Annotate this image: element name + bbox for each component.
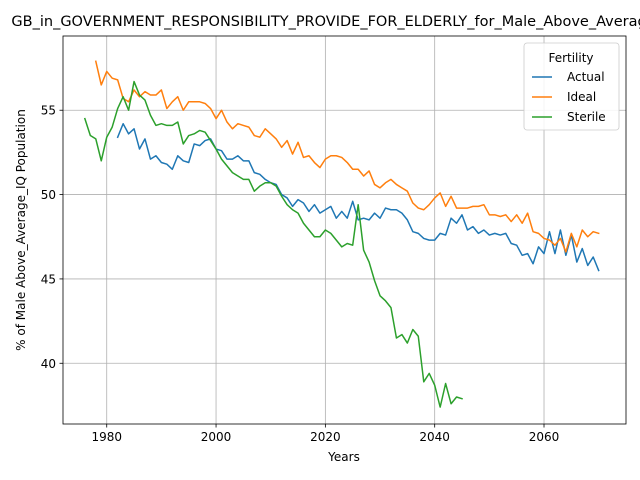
series-line-ideal: [94, 60, 600, 253]
legend-label-ideal: Ideal: [567, 90, 596, 104]
plot-frame: [62, 35, 627, 425]
x-tick-label: 2060: [529, 430, 560, 444]
series-lines: [83, 60, 600, 408]
y-tick-label: 40: [41, 357, 56, 371]
x-tick-label: 2000: [201, 430, 232, 444]
chart-title: GB_in_GOVERNMENT_RESPONSIBILITY_PROVIDE_…: [11, 14, 640, 30]
y-tick-label: 55: [41, 104, 56, 118]
legend-label-actual: Actual: [567, 70, 605, 84]
x-tick-label: 2020: [310, 430, 341, 444]
series-line-actual: [116, 122, 600, 272]
y-tick-label: 45: [41, 272, 56, 286]
legend-title: Fertility: [548, 51, 593, 65]
legend-label-sterile: Sterile: [567, 110, 606, 124]
x-axis-label: Years: [327, 450, 360, 464]
x-tick-label: 1980: [91, 430, 122, 444]
y-tick-label: 50: [41, 188, 56, 202]
axis-ticks: 1980 2000 2020 2040 2060 40 45 50 55: [41, 104, 560, 444]
x-tick-label: 2040: [419, 430, 450, 444]
y-axis-label: % of Male Above_Average_IQ Population: [14, 109, 28, 351]
legend: Fertility Actual Ideal Sterile: [523, 42, 620, 131]
legend-box: [523, 42, 620, 131]
series-line-sterile: [83, 80, 463, 408]
